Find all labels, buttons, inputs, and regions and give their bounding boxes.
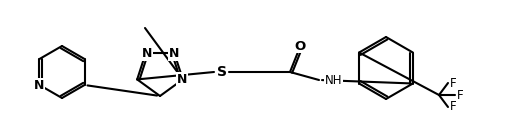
- Text: O: O: [294, 39, 305, 52]
- Text: N: N: [141, 47, 152, 60]
- Text: F: F: [449, 76, 456, 89]
- Text: N: N: [176, 73, 187, 86]
- Text: F: F: [456, 88, 463, 102]
- Text: N: N: [169, 47, 179, 60]
- Text: N: N: [34, 79, 44, 92]
- Text: F: F: [449, 101, 456, 114]
- Text: NH: NH: [324, 74, 342, 87]
- Text: S: S: [217, 65, 227, 79]
